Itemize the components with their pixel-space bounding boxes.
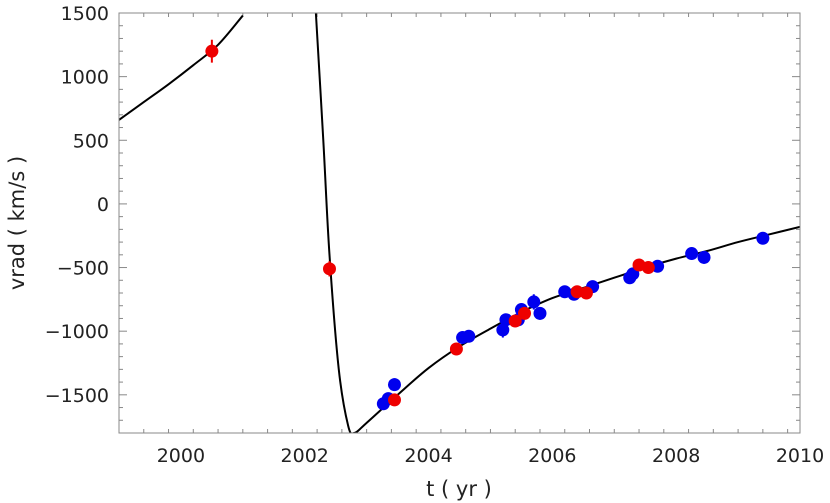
data-point-red	[322, 262, 336, 276]
data-point-red	[449, 342, 463, 356]
y-tick-label: −500	[57, 258, 109, 280]
fit-curve-right-branch	[314, 13, 800, 433]
data-point-blue	[685, 247, 699, 261]
data-point-red	[641, 261, 655, 275]
x-tick-label: 2010	[776, 445, 824, 467]
data-point-blue	[527, 295, 541, 309]
points-layer	[205, 39, 770, 411]
y-tick-label: 1500	[61, 3, 109, 25]
labels-layer: 2000 2002 2004 2006 2008 2010 1500 1000 500 0 −500…	[45, 3, 824, 467]
data-point-red	[508, 314, 522, 328]
fit-curve-left-branch	[119, 14, 244, 121]
y-tick-label: −1500	[45, 385, 109, 407]
data-point-red	[518, 306, 532, 320]
data-point-red	[387, 393, 401, 407]
x-tick-label: 2006	[528, 445, 576, 467]
y-axis-label: vrad ( km/s )	[5, 156, 29, 290]
x-tick-label: 2004	[404, 445, 452, 467]
x-tick-label: 2008	[652, 445, 700, 467]
y-tick-label: 500	[73, 130, 109, 152]
ticks-layer	[118, 12, 800, 434]
x-tick-label: 2002	[281, 445, 329, 467]
x-tick-label: 2000	[157, 445, 205, 467]
data-point-blue	[533, 306, 547, 320]
data-point-blue	[697, 250, 711, 264]
data-point-blue	[462, 329, 476, 343]
data-point-blue	[387, 378, 401, 392]
data-point-red	[205, 44, 219, 58]
plot-frame	[118, 12, 801, 434]
data-point-blue	[756, 231, 770, 245]
x-axis-label: t ( yr )	[426, 477, 492, 501]
data-point-red	[579, 286, 593, 300]
y-tick-label: 0	[97, 194, 109, 216]
y-tick-label: −1000	[45, 321, 109, 343]
curve-layer	[119, 13, 800, 433]
data-point-blue	[496, 323, 510, 337]
y-tick-label: 1000	[61, 67, 109, 89]
